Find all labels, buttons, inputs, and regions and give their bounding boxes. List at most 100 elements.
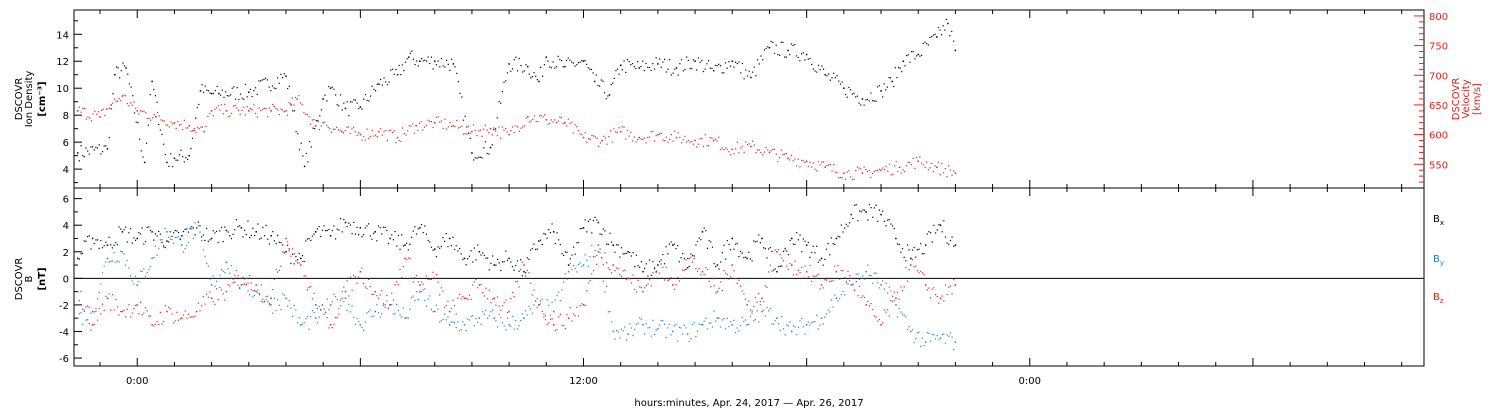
density-sample: [571, 61, 573, 63]
density-sample: [180, 149, 182, 151]
by-sample: [655, 329, 657, 331]
density-sample: [877, 86, 879, 88]
velocity-sample: [888, 163, 891, 165]
density-sample: [154, 95, 157, 97]
bx-sample: [354, 233, 357, 235]
bx-sample: [782, 250, 785, 252]
velocity-sample: [112, 102, 114, 104]
bz-sample: [809, 264, 811, 267]
density-sample: [648, 66, 651, 69]
velocity-sample: [844, 178, 847, 180]
bz-sample: [156, 320, 158, 323]
bx-sample: [617, 244, 619, 246]
bx-sample: [310, 239, 312, 242]
velocity-sample: [196, 126, 199, 129]
density-sample: [100, 153, 102, 155]
density-sample: [309, 140, 311, 143]
by-sample: [571, 268, 573, 271]
bx-sample: [257, 223, 259, 225]
bx-sample: [594, 216, 596, 218]
velocity-sample: [615, 131, 617, 133]
by-sample: [148, 269, 150, 271]
density-sample: [435, 64, 438, 66]
density-sample: [353, 99, 355, 101]
by-sample: [402, 307, 404, 309]
bx-sample: [873, 207, 876, 209]
bx-point: [761, 237, 763, 240]
velocity-point: [694, 139, 696, 142]
velocity-sample: [430, 120, 432, 123]
bx-sample: [748, 251, 750, 253]
bx-point: [344, 221, 347, 224]
density-point: [407, 56, 410, 58]
bx-sample: [723, 244, 725, 246]
bz-sample: [577, 315, 580, 317]
bx-sample: [394, 230, 396, 233]
bz-sample: [923, 273, 925, 276]
bz-sample: [103, 309, 105, 312]
bz-sample: [736, 282, 738, 284]
bz-sample: [505, 299, 507, 301]
by-sample: [397, 309, 399, 312]
by-sample: [176, 237, 178, 239]
bx-sample: [265, 224, 267, 227]
by-sample: [301, 323, 304, 325]
bz-sample: [660, 263, 662, 265]
bz-sample: [554, 330, 557, 332]
bx-sample: [179, 238, 181, 241]
bz-sample: [827, 277, 829, 279]
velocity-sample: [885, 165, 887, 168]
by-sample: [245, 277, 247, 279]
velocity-sample: [368, 137, 370, 139]
velocity-sample: [371, 129, 373, 132]
bz-sample: [379, 294, 381, 296]
bx-sample: [273, 240, 276, 242]
bz-sample: [696, 270, 699, 272]
by-sample: [721, 319, 723, 321]
velocity-sample: [473, 124, 475, 126]
velocity-sample: [229, 115, 231, 117]
density-sample: [142, 156, 144, 158]
density-sample: [128, 83, 131, 85]
velocity-sample: [934, 165, 936, 167]
velocity-sample: [883, 169, 886, 171]
by-sample: [564, 273, 566, 275]
bz-sample: [604, 252, 606, 254]
by-sample: [758, 321, 760, 323]
velocity-sample: [425, 124, 427, 126]
velocity-sample: [89, 117, 91, 119]
bz-point: [463, 297, 466, 300]
bz-point: [627, 277, 629, 280]
by-sample: [614, 338, 616, 340]
by-sample: [913, 341, 915, 344]
bx-sample: [855, 204, 857, 206]
bx-sample: [615, 244, 618, 246]
bz-point: [344, 290, 347, 293]
bz-sample: [579, 305, 581, 307]
bz-point: [478, 284, 481, 286]
by-sample: [905, 316, 907, 318]
bz-sample: [472, 284, 474, 286]
velocity-sample: [324, 121, 326, 123]
density-sample: [540, 66, 542, 69]
bz-sample: [323, 308, 325, 310]
density-sample: [310, 146, 312, 148]
bx-sample: [700, 239, 702, 241]
density-sample: [82, 155, 84, 157]
bz-sample: [164, 305, 166, 307]
bx-sample: [320, 235, 322, 238]
bz-sample: [291, 248, 294, 250]
bx-sample: [703, 227, 705, 229]
bz-sample: [710, 286, 712, 288]
bz-sample: [569, 307, 571, 309]
velocity-point: [270, 110, 272, 112]
density-sample: [153, 88, 155, 91]
density-sample: [101, 151, 104, 153]
bx-sample: [953, 245, 955, 247]
by-sample: [933, 334, 935, 336]
by-sample: [792, 325, 795, 327]
bx-sample: [766, 257, 768, 259]
bz-sample: [768, 271, 770, 273]
density-sample: [498, 100, 500, 103]
density-sample: [554, 67, 556, 69]
